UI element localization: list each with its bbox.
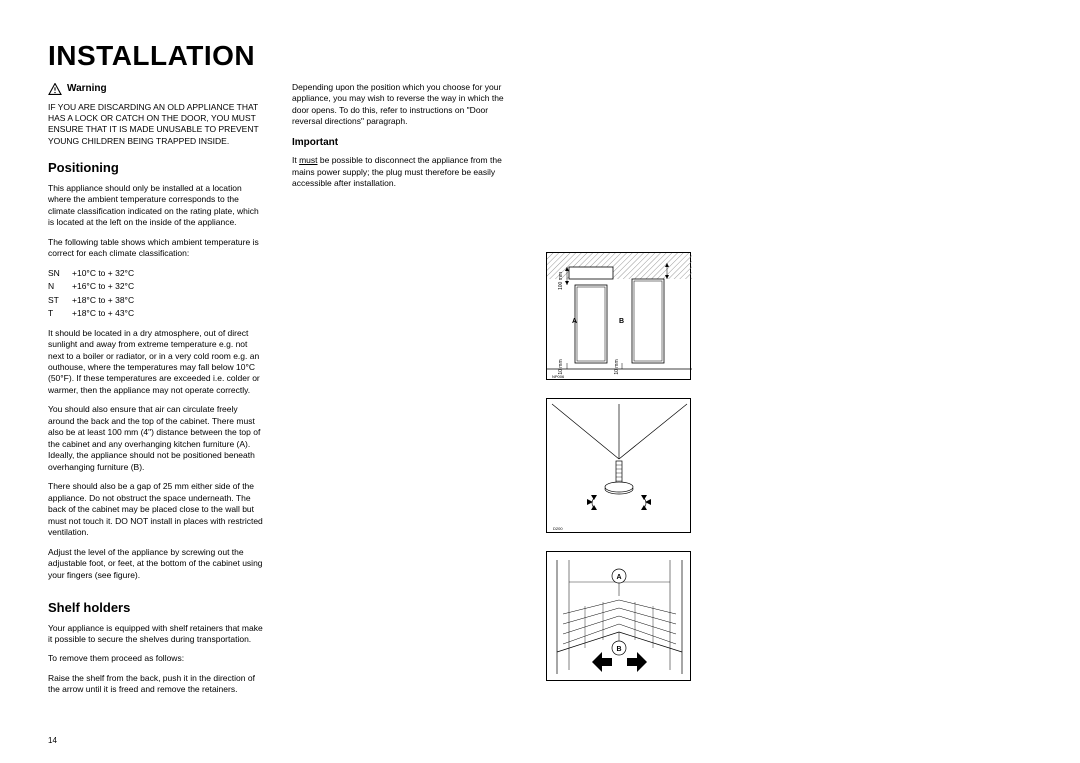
svg-text:10 mm: 10 mm <box>558 359 564 374</box>
shelf-p2: To remove them proceed as follows: <box>48 653 264 664</box>
climate-range: +10°C to + 32°C <box>72 268 134 279</box>
important-body: It must be possible to disconnect the ap… <box>292 155 508 189</box>
column-middle: Depending upon the position which you ch… <box>292 82 508 704</box>
svg-text:A: A <box>572 318 577 325</box>
positioning-p5: There should also be a gap of 25 mm eith… <box>48 481 264 538</box>
climate-code: SN <box>48 268 72 279</box>
warning-body: IF YOU ARE DISCARDING AN OLD APPLIANCE T… <box>48 102 264 148</box>
climate-code: ST <box>48 295 72 306</box>
positioning-p1: This appliance should only be installed … <box>48 183 264 229</box>
climate-row: ST +18°C to + 38°C <box>48 295 264 306</box>
climate-range: +16°C to + 32°C <box>72 281 134 292</box>
climate-row: N +16°C to + 32°C <box>48 281 264 292</box>
svg-text:10 mm: 10 mm <box>614 359 620 374</box>
climate-code: T <box>48 308 72 319</box>
positioning-p3: It should be located in a dry atmosphere… <box>48 328 264 397</box>
warning-label: Warning <box>67 82 107 96</box>
climate-row: SN +10°C to + 32°C <box>48 268 264 279</box>
warning-icon <box>48 83 62 95</box>
climate-range: +18°C to + 43°C <box>72 308 134 319</box>
svg-text:NP006: NP006 <box>552 374 565 379</box>
shelf-heading: Shelf holders <box>48 599 264 617</box>
figure-shelf-retainers: A B <box>546 551 691 681</box>
climate-row: T +18°C to + 43°C <box>48 308 264 319</box>
svg-text:B: B <box>619 318 624 325</box>
page-title: INSTALLATION <box>48 40 1032 72</box>
positioning-p6: Adjust the level of the appliance by scr… <box>48 547 264 581</box>
shelf-p1: Your appliance is equipped with shelf re… <box>48 623 264 646</box>
column-left: Warning IF YOU ARE DISCARDING AN OLD APP… <box>48 82 264 704</box>
svg-text:A: A <box>616 574 621 581</box>
svg-text:D200: D200 <box>553 526 563 531</box>
climate-code: N <box>48 281 72 292</box>
figure-foot-adjust: D200 <box>546 398 691 533</box>
climate-table: SN +10°C to + 32°C N +16°C to + 32°C ST … <box>48 268 264 320</box>
figure-clearance: 100 mm 10 mm 10 mm A B NP006 <box>546 252 691 380</box>
positioning-heading: Positioning <box>48 159 264 177</box>
page-number: 14 <box>48 736 57 745</box>
door-reversal-note: Depending upon the position which you ch… <box>292 82 508 128</box>
svg-text:B: B <box>616 646 621 653</box>
svg-text:100 mm: 100 mm <box>558 272 564 290</box>
column-figures: 100 mm 10 mm 10 mm A B NP006 <box>536 82 1032 704</box>
positioning-p4: You should also ensure that air can circ… <box>48 404 264 473</box>
positioning-p2: The following table shows which ambient … <box>48 237 264 260</box>
important-label: Important <box>292 136 508 150</box>
climate-range: +18°C to + 38°C <box>72 295 134 306</box>
shelf-p3: Raise the shelf from the back, push it i… <box>48 673 264 696</box>
content-columns: Warning IF YOU ARE DISCARDING AN OLD APP… <box>48 82 1032 704</box>
warning-header: Warning <box>48 82 264 96</box>
